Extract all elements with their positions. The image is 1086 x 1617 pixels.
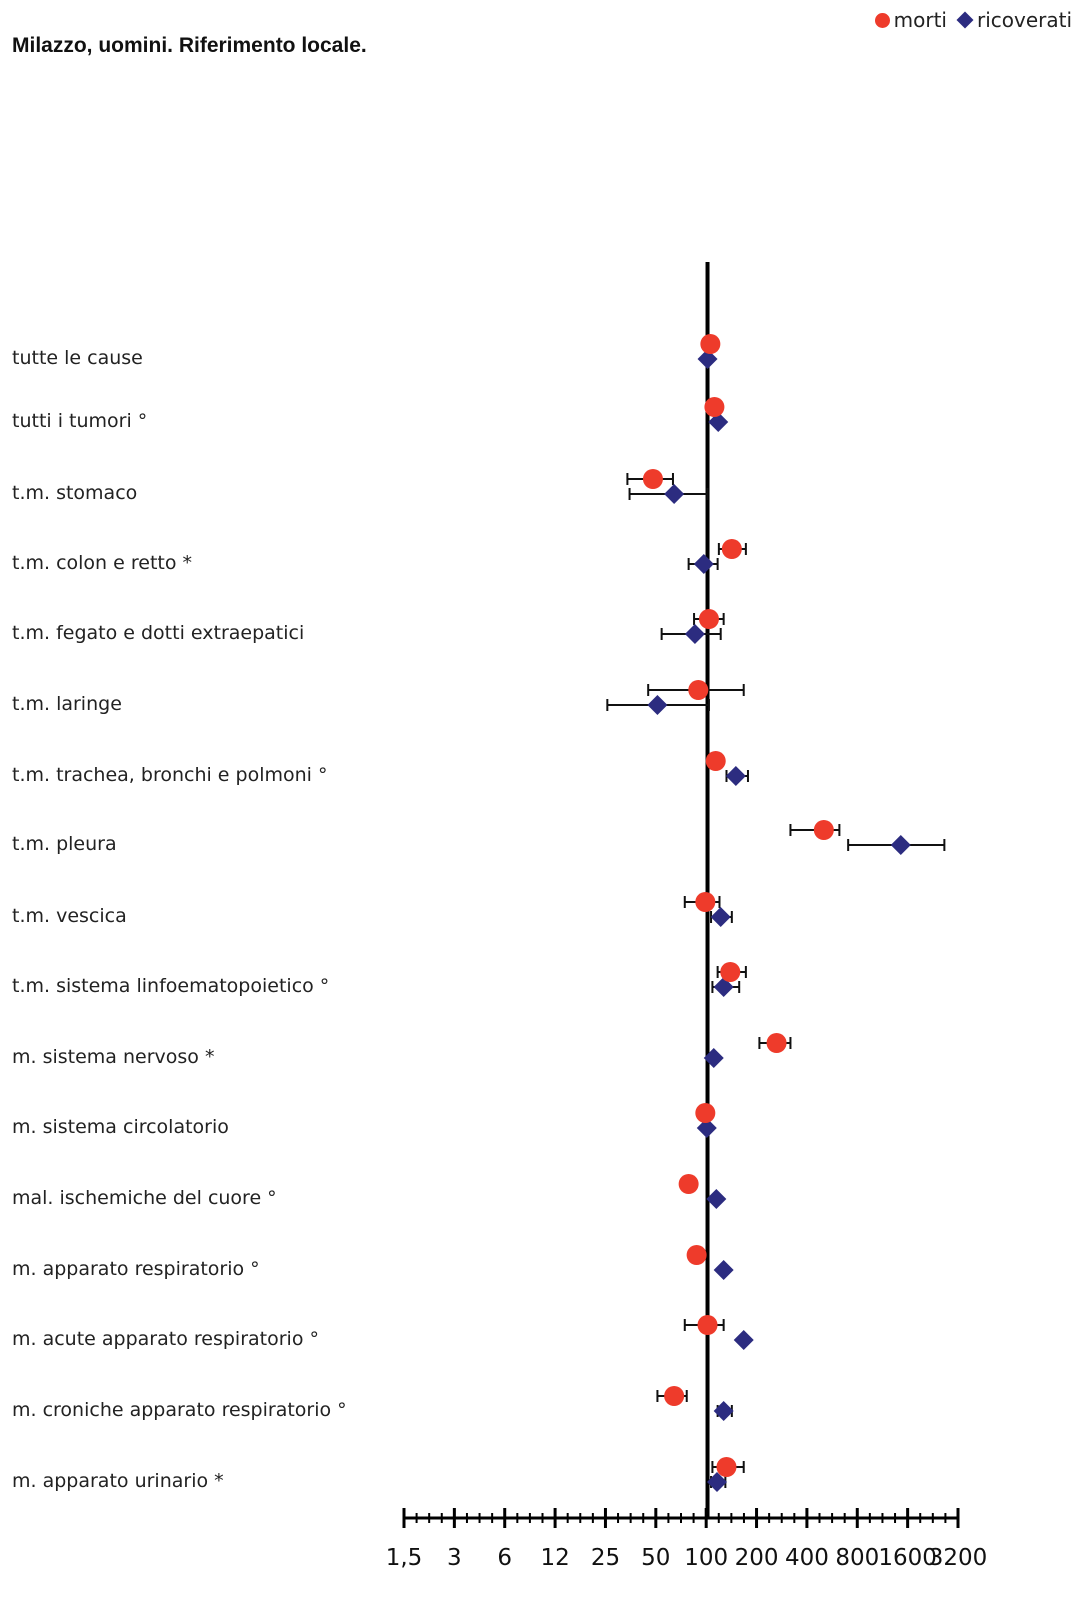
legend: morti ricoverati xyxy=(863,8,1072,32)
category-label: m. apparato urinario * xyxy=(12,1470,224,1492)
morti-point xyxy=(700,334,721,354)
morti-point xyxy=(642,469,663,489)
morti-point xyxy=(721,539,742,559)
ricoverati-point xyxy=(713,977,734,997)
category-label: t.m. colon e retto * xyxy=(12,552,192,574)
morti-point xyxy=(813,820,834,840)
x-tick-label: 3200 xyxy=(929,1545,988,1571)
category-label: m. croniche apparato respiratorio ° xyxy=(12,1399,347,1421)
category-label: t.m. laringe xyxy=(12,693,122,715)
ricoverati-point xyxy=(710,907,731,927)
morti-point xyxy=(705,751,726,771)
morti-point xyxy=(716,1457,737,1477)
ricoverati-point xyxy=(696,1118,717,1138)
category-labels: tutte le cause tutti i tumori ° t.m. stoma… xyxy=(12,347,347,1492)
x-tick-label: 25 xyxy=(591,1545,620,1571)
ricoverati-point xyxy=(647,695,668,715)
category-label: t.m. sistema linfoematopoietico ° xyxy=(12,975,329,997)
ricoverati-point xyxy=(706,1189,727,1209)
legend-circle-marker xyxy=(874,12,890,28)
legend-item-morti: morti xyxy=(874,8,947,32)
legend-label-morti: morti xyxy=(893,8,947,32)
category-label: t.m. vescica xyxy=(12,905,127,927)
x-tick-label: 1,5 xyxy=(386,1545,423,1571)
morti-point xyxy=(695,892,716,912)
legend-label-ricoverati: ricoverati xyxy=(976,8,1072,32)
ricoverati-point xyxy=(708,412,729,432)
category-label: m. sistema nervoso * xyxy=(12,1046,214,1068)
category-label: t.m. fegato e dotti extraepatici xyxy=(12,622,304,644)
x-tick-label: 50 xyxy=(641,1545,670,1571)
ricoverati-point xyxy=(725,766,746,786)
morti-point xyxy=(688,680,709,700)
ricoverati-point xyxy=(664,484,685,504)
category-label: t.m. stomaco xyxy=(12,482,137,504)
x-tick-label: 6 xyxy=(497,1545,512,1571)
ricoverati-point xyxy=(703,1048,724,1068)
ricoverati-point xyxy=(697,349,718,369)
x-tick-label: 12 xyxy=(540,1545,569,1571)
category-label: t.m. pleura xyxy=(12,833,117,855)
morti-point xyxy=(697,1315,718,1335)
x-tick-label: 3 xyxy=(447,1545,462,1571)
chart-title: Milazzo, uomini. Riferimento locale. xyxy=(12,34,367,57)
category-label: m. sistema circolatorio xyxy=(12,1116,229,1138)
category-label: tutte le cause xyxy=(12,347,143,369)
category-label: mal. ischemiche del cuore ° xyxy=(12,1187,277,1209)
morti-point xyxy=(704,397,725,417)
morti-point xyxy=(664,1386,685,1406)
morti-point xyxy=(766,1033,787,1053)
ricoverati-point xyxy=(684,624,705,644)
ricoverati-point xyxy=(733,1330,754,1350)
ricoverati-point xyxy=(713,1401,734,1421)
morti-point xyxy=(686,1245,707,1265)
x-tick-label: 400 xyxy=(785,1545,829,1571)
x-tick-label: 1600 xyxy=(878,1545,937,1571)
category-label: m. acute apparato respiratorio ° xyxy=(12,1328,319,1350)
ricoverati-point xyxy=(706,1472,727,1492)
morti-point xyxy=(698,609,719,629)
category-label: tutti i tumori ° xyxy=(12,410,147,432)
category-label: m. apparato respiratorio ° xyxy=(12,1258,260,1280)
ricoverati-point xyxy=(713,1260,734,1280)
morti-point xyxy=(695,1103,716,1123)
x-tick-label: 100 xyxy=(684,1545,728,1571)
x-tick-label: 800 xyxy=(835,1545,879,1571)
ricoverati-point xyxy=(693,554,714,574)
morti-point xyxy=(720,962,741,982)
legend-item-ricoverati: ricoverati xyxy=(956,8,1072,32)
ricoverati-point xyxy=(890,835,911,855)
x-tick-label: 200 xyxy=(735,1545,779,1571)
category-label: t.m. trachea, bronchi e polmoni ° xyxy=(12,764,328,786)
morti-point xyxy=(678,1174,699,1194)
data-marks xyxy=(606,334,946,1492)
